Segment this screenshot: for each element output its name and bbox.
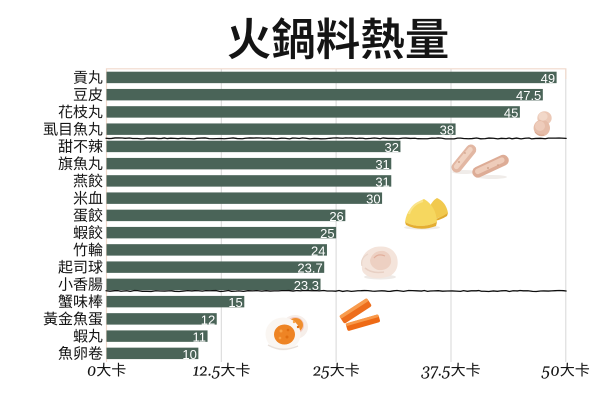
svg-text:23.3: 23.3 [294,278,319,293]
svg-text:30: 30 [366,192,380,207]
svg-text:15: 15 [228,295,242,310]
svg-text:11: 11 [193,330,207,345]
svg-text:31: 31 [375,157,389,172]
svg-text:32: 32 [385,140,399,155]
svg-text:47.5: 47.5 [516,88,541,103]
svg-text:38: 38 [440,123,454,138]
svg-text:23.7: 23.7 [297,261,322,276]
svg-text:24: 24 [311,243,325,258]
svg-text:49: 49 [541,71,555,86]
svg-text:12: 12 [201,312,215,327]
svg-text:10: 10 [182,347,196,362]
svg-text:31: 31 [375,174,389,189]
svg-text:45: 45 [504,105,518,120]
svg-text:25: 25 [320,226,334,241]
svg-text:26: 26 [329,209,343,224]
